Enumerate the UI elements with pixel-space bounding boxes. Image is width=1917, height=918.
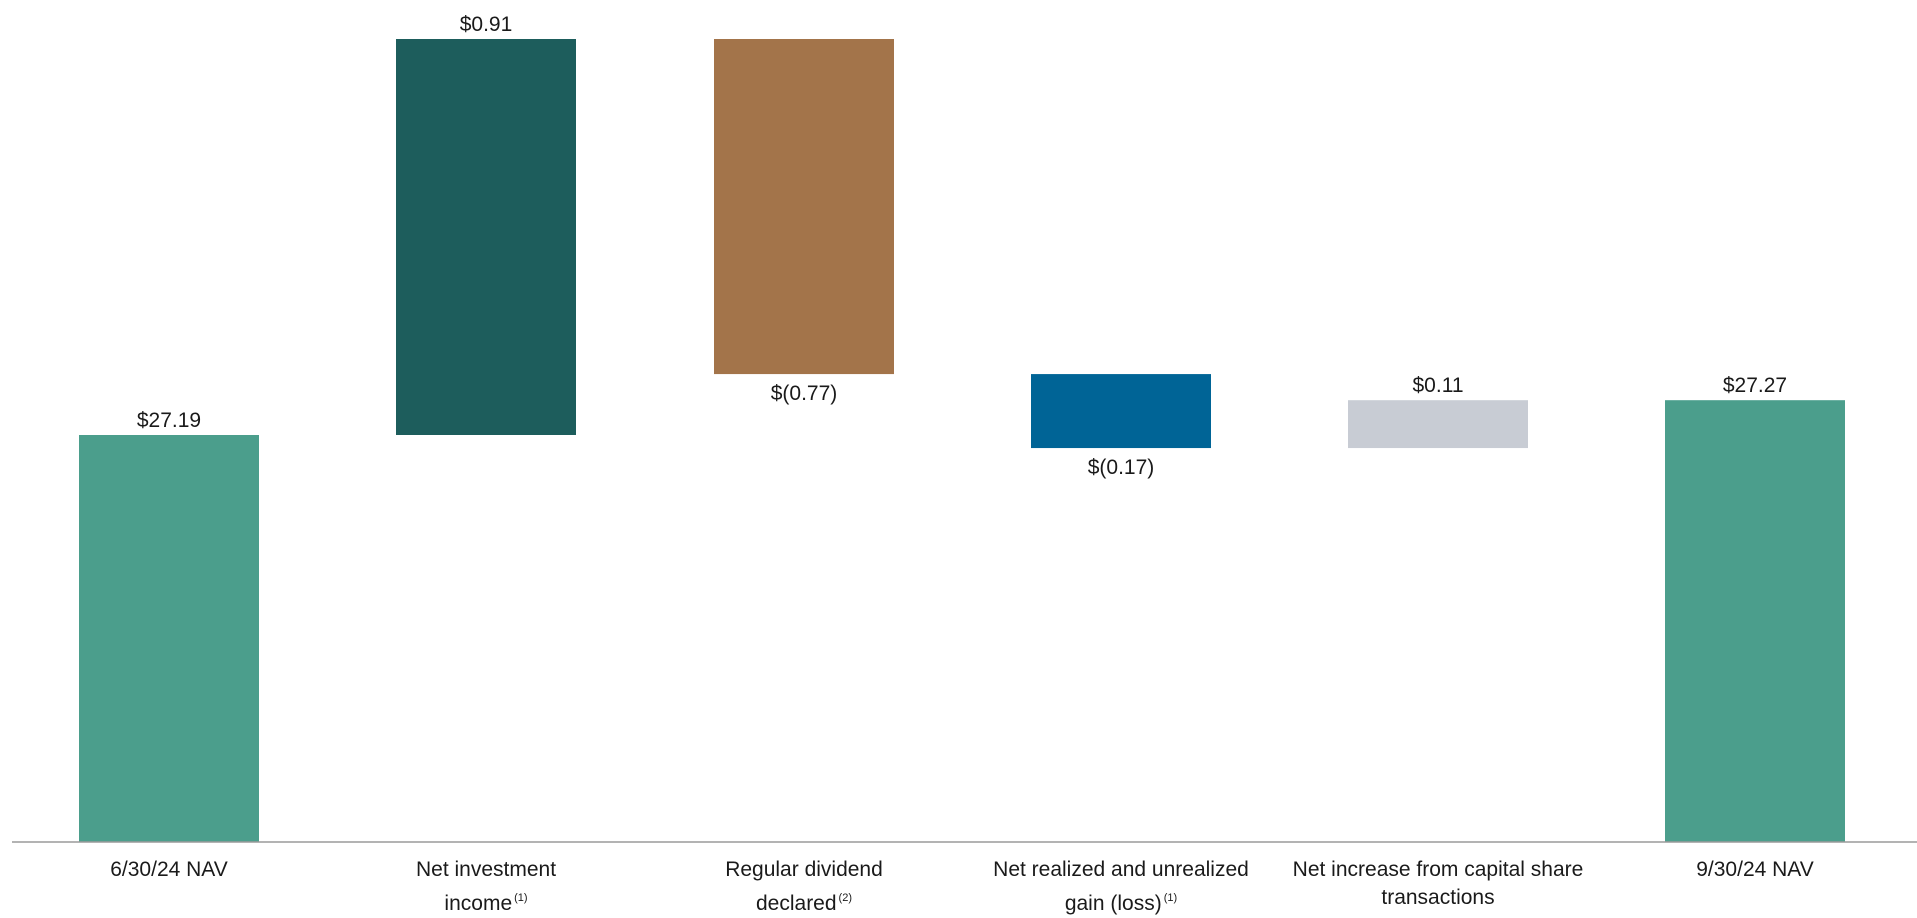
bar-5 xyxy=(1665,400,1845,842)
bar-1 xyxy=(396,39,576,435)
value-label-4: $0.11 xyxy=(1413,374,1464,397)
category-label-1: Net investment income (1) xyxy=(336,856,636,918)
category-label-line: gain (loss) xyxy=(1064,892,1162,915)
value-labels-layer: $27.19 $0.91 $(0.77) $(0.17) $0.11 $27.27 xyxy=(137,13,1787,479)
category-label-4: Net increase from capital share transacti… xyxy=(1288,856,1588,912)
value-label-1: $0.91 xyxy=(460,13,513,36)
footnote-marker: (2) xyxy=(838,892,852,904)
category-label-line: 6/30/24 NAV xyxy=(110,858,228,881)
category-label-line: income xyxy=(444,892,513,915)
category-label-line: Net increase from capital share xyxy=(1292,858,1584,881)
category-label-0: 6/30/24 NAV xyxy=(19,856,319,884)
footnote-marker: (1) xyxy=(514,892,528,904)
category-label-line: Net investment xyxy=(415,858,557,881)
category-label-line: declared xyxy=(755,892,837,915)
category-label-line: 9/30/24 NAV xyxy=(1696,858,1814,881)
value-label-3: $(0.17) xyxy=(1088,456,1155,479)
bar-4 xyxy=(1348,400,1528,449)
category-label-line: Regular dividend xyxy=(725,858,883,881)
value-label-5: $27.27 xyxy=(1723,374,1787,397)
footnote-marker: (1) xyxy=(1163,892,1178,904)
category-label-2: Regular dividend declared (2) xyxy=(654,856,954,918)
category-label-line: Net realized and unrealized xyxy=(993,858,1249,881)
bars-layer xyxy=(79,39,1845,842)
bar-2 xyxy=(714,39,894,375)
bar-3 xyxy=(1031,374,1211,449)
category-label-5: 9/30/24 NAV xyxy=(1605,856,1905,884)
category-label-3: Net realized and unrealized gain (loss) (1… xyxy=(971,856,1271,918)
bar-0 xyxy=(79,435,259,842)
value-label-2: $(0.77) xyxy=(771,382,838,405)
category-label-line: transactions xyxy=(1381,886,1495,909)
value-label-0: $27.19 xyxy=(137,409,201,432)
